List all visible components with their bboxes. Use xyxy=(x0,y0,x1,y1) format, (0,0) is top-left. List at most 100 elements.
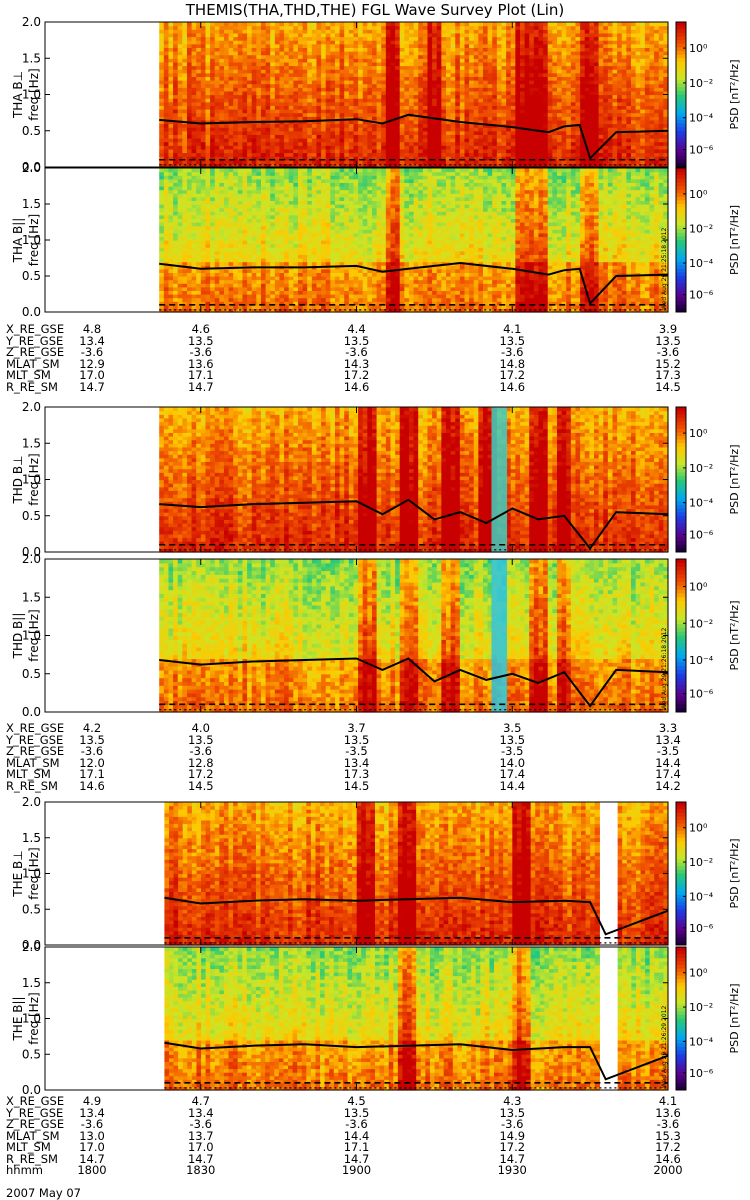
spectrogram-cell xyxy=(418,94,424,99)
spectrogram-cell xyxy=(482,112,489,117)
spectrogram-cell xyxy=(191,116,197,121)
spectrogram-cell xyxy=(159,109,165,114)
spectrogram-cell xyxy=(570,148,577,154)
spectrogram-cell xyxy=(418,148,424,154)
spectrogram-cell xyxy=(367,138,373,143)
spectrogram-cell xyxy=(159,152,165,157)
spectrogram-cell xyxy=(293,40,299,45)
spectrogram-cell xyxy=(302,127,308,132)
spectrogram-cell xyxy=(182,211,188,216)
spectrogram-cell xyxy=(367,141,373,146)
spectrogram-cell xyxy=(163,204,170,209)
spectrogram-cell xyxy=(436,141,442,146)
spectrogram-cell xyxy=(533,130,540,135)
spectrogram-cell xyxy=(473,76,479,81)
spectrogram-cell xyxy=(163,83,170,88)
spectrogram-cell xyxy=(543,90,549,96)
spectrogram-cell xyxy=(390,76,396,81)
spectrogram-cell xyxy=(288,36,294,41)
spectrogram-cell xyxy=(214,229,220,234)
spectrogram-cell xyxy=(307,22,313,27)
spectrogram-cell xyxy=(210,207,216,212)
spectrogram-cell xyxy=(251,83,257,88)
spectrogram-cell xyxy=(348,130,355,135)
spectrogram-cell xyxy=(173,51,179,56)
spectrogram-cell xyxy=(219,163,225,168)
spectrogram-cell xyxy=(251,76,257,81)
spectrogram-cell xyxy=(233,29,239,34)
spectrogram-cell xyxy=(427,123,433,128)
spectrogram-cell xyxy=(200,123,207,128)
spectrogram-cell xyxy=(191,301,197,306)
spectrogram-cell xyxy=(330,54,336,59)
spectrogram-cell xyxy=(173,236,179,241)
spectrogram-cell xyxy=(362,94,368,99)
spectrogram-cell xyxy=(173,94,179,99)
spectrogram-cell xyxy=(353,156,359,161)
spectrogram-cell xyxy=(473,141,479,146)
spectrogram-cell xyxy=(612,98,618,103)
spectrogram-cell xyxy=(200,308,207,313)
spectrogram-cell xyxy=(260,25,267,30)
spectrogram-cell xyxy=(228,87,234,92)
spectrogram-cell xyxy=(459,152,466,157)
spectrogram-cell xyxy=(455,87,461,92)
spectrogram-cell xyxy=(173,80,179,85)
spectrogram-cell xyxy=(413,69,419,74)
spectrogram-cell xyxy=(395,72,401,77)
spectrogram-cell xyxy=(233,105,239,110)
spectrogram-cell xyxy=(260,40,267,45)
spectrogram-cell xyxy=(561,80,567,85)
spectrogram-cell xyxy=(186,204,193,209)
spectrogram-cell xyxy=(432,94,438,99)
spectrogram-cell xyxy=(561,159,567,164)
spectrogram-cell xyxy=(191,229,197,234)
spectrogram-cell xyxy=(399,134,405,139)
spectrogram-cell xyxy=(353,29,359,34)
spectrogram-cell xyxy=(348,156,355,161)
spectrogram-cell xyxy=(450,163,456,168)
spectrogram-cell xyxy=(247,72,253,77)
spectrogram-cell xyxy=(173,25,179,30)
spectrogram-cell xyxy=(395,47,401,52)
spectrogram-cell xyxy=(186,159,193,164)
spectrogram-cell xyxy=(367,43,373,48)
spectrogram-cell xyxy=(381,163,387,168)
spectrogram-cell xyxy=(631,90,637,96)
spectrogram-cell xyxy=(200,43,207,48)
spectrogram-cell xyxy=(177,200,183,205)
spectrogram-cell xyxy=(330,47,336,52)
spectrogram-cell xyxy=(353,54,359,59)
spectrogram-cell xyxy=(395,101,401,106)
spectrogram-cell xyxy=(256,32,262,38)
spectrogram-cell xyxy=(196,222,202,227)
spectrogram-cell xyxy=(339,54,345,59)
spectrogram-cell xyxy=(260,47,267,52)
spectrogram-cell xyxy=(607,40,614,45)
spectrogram-cell xyxy=(575,22,581,27)
spectrogram-cell xyxy=(469,159,475,164)
spectrogram-cell xyxy=(422,72,429,77)
spectrogram-cell xyxy=(330,119,336,125)
spectrogram-cell xyxy=(168,58,174,63)
spectrogram-cell xyxy=(376,138,382,143)
spectrogram-cell xyxy=(469,141,475,146)
spectrogram-cell xyxy=(358,76,364,81)
spectrogram-cell xyxy=(515,36,521,41)
spectrogram-cell xyxy=(219,101,225,106)
spectrogram-cell xyxy=(186,72,193,77)
spectrogram-cell xyxy=(404,87,410,92)
spectrogram-cell xyxy=(432,61,438,67)
spectrogram-cell xyxy=(459,25,466,30)
spectrogram-cell xyxy=(279,65,285,70)
spectrogram-cell xyxy=(205,304,211,309)
spectrogram-cell xyxy=(408,105,415,110)
spectrogram-cell xyxy=(561,90,567,96)
spectrogram-cell xyxy=(649,148,655,154)
spectrogram-cell xyxy=(510,134,516,139)
spectrogram-cell xyxy=(594,25,600,30)
spectrogram-cell xyxy=(385,101,392,106)
spectrogram-cell xyxy=(293,116,299,121)
spectrogram-cell xyxy=(173,69,179,74)
spectrogram-cell xyxy=(353,105,359,110)
